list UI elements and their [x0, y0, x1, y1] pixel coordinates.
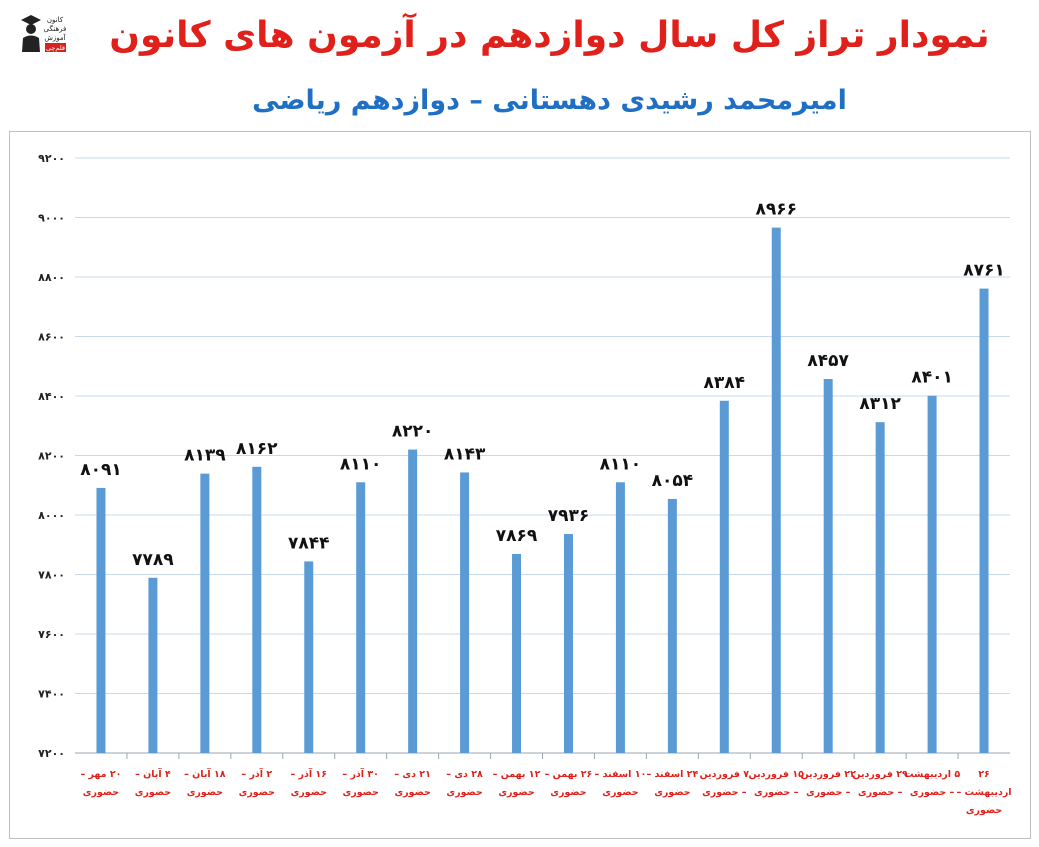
bar [356, 482, 366, 753]
data-label: ۸۳۸۴ [704, 373, 746, 393]
data-label: ۸۰۹۱ [80, 460, 122, 480]
data-label: ۸۲۲۰ [392, 422, 434, 442]
category-label: ۱۶ آذر – [290, 767, 327, 780]
logo-line-4: قلم‌چی [46, 44, 65, 52]
logo-line-2: فرهنگی [44, 24, 67, 33]
graduate-icon [21, 15, 41, 52]
bar [148, 577, 158, 753]
logo-line-1: کانون [47, 16, 64, 24]
bar [252, 466, 262, 753]
data-label: ۷۷۸۹ [132, 550, 174, 570]
y-axis-ticks: ۷۲۰۰ ۷۴۰۰ ۷۶۰۰ ۷۸۰۰ ۸۰۰۰ ۸۲۰۰ ۸۴۰۰ ۸۶۰۰ ۸۸۰۰ ۹۰۰۰… [38, 152, 65, 760]
kanoon-logo: کانون فرهنگی آموزش قلم‌چی [18, 10, 68, 68]
y-tick-label: ۷۴۰۰ [38, 688, 65, 701]
y-tick-label: ۸۸۰۰ [38, 271, 65, 284]
category-label: ۲۲ فروردین [800, 769, 856, 780]
y-tick-label: ۸۰۰۰ [38, 509, 65, 522]
category-label: حضوری [654, 787, 690, 798]
bar [823, 379, 833, 753]
logo-line-3: آموزش [44, 33, 66, 42]
category-label: حضوری [966, 805, 1002, 816]
data-label: ۸۹۶۶ [755, 200, 797, 220]
bar [927, 395, 937, 753]
category-label: ۲۹ فروردین [852, 769, 908, 780]
category-label: اردیبهشت – [956, 787, 1011, 798]
category-label: – حضوری [858, 787, 903, 798]
category-label: ۱۸ آبان – [184, 767, 226, 780]
bar [460, 472, 470, 753]
category-label: حضوری [602, 787, 638, 798]
chart-title: نمودار تراز کل سال دوازدهم در آزمون های … [109, 15, 990, 56]
bar [200, 473, 210, 753]
data-label: ۸۴۰۱ [911, 368, 953, 388]
category-label: حضوری [550, 787, 586, 798]
category-label: – حضوری [754, 787, 799, 798]
bar [719, 400, 729, 753]
category-label: حضوری [187, 787, 223, 798]
category-label: – حضوری [702, 787, 747, 798]
data-labels: ۸۰۹۱ ۷۷۸۹ ۸۱۳۹ ۸۱۶۲ ۷۸۴۴ ۸۱۱۰ ۸۲۲۰ ۸۱۴۳ ۷۸۶۹ ۷۹۳۶… [80, 200, 1005, 570]
data-label: ۸۳۱۲ [859, 394, 901, 414]
category-label: ۱۵ فروردین [749, 769, 805, 780]
y-tick-label: ۸۲۰۰ [38, 450, 65, 463]
y-tick-label: ۸۴۰۰ [38, 390, 65, 403]
data-label: ۸۴۵۷ [807, 351, 849, 371]
bar [304, 561, 314, 753]
category-label: ۲۶ [978, 769, 990, 780]
category-label: حضوری [394, 787, 430, 798]
category-label: ۲۱ دی – [394, 769, 431, 780]
bar [96, 487, 106, 753]
category-label: ۵ اردیبهشت [904, 769, 960, 780]
y-tick-label: ۷۸۰۰ [38, 569, 65, 582]
y-tick-label: ۹۰۰۰ [38, 212, 65, 225]
bar [667, 498, 677, 753]
category-label: ۱۰ اسفند – [595, 769, 647, 780]
y-tick-label: ۷۶۰۰ [38, 628, 65, 641]
category-label: ۲۶ بهمن – [545, 769, 593, 780]
data-label: ۸۱۴۳ [444, 444, 486, 464]
bar [408, 449, 418, 753]
y-tick-label: ۷۲۰۰ [38, 747, 65, 760]
category-label: ۷ فروردین [699, 769, 749, 780]
category-label: ۲۰ مهر – [80, 769, 121, 780]
category-label: ۳۰ آذر – [342, 767, 379, 780]
category-label: حضوری [291, 787, 327, 798]
category-label: – حضوری [806, 787, 851, 798]
category-label: ۲۸ دی – [446, 769, 483, 780]
data-label: ۸۱۳۹ [184, 446, 226, 466]
category-label: – حضوری [910, 787, 955, 798]
chart-subtitle: امیرمحمد رشیدی دهستانی – دوازدهم ریاضی [252, 85, 847, 116]
category-label: ۴ آبان – [135, 767, 171, 780]
category-label: حضوری [446, 787, 482, 798]
category-label: ۲ آذر – [241, 767, 272, 780]
gridlines [75, 157, 1010, 754]
data-label: ۷۹۳۶ [548, 506, 590, 526]
x-axis-categories: ۲۰ مهر – حضوری ۴ آبان – حضوری ۱۸ آبان – حضوری… [80, 753, 1012, 816]
bars [96, 227, 989, 754]
data-label: ۸۷۶۱ [963, 261, 1005, 281]
category-label: ۱۲ بهمن – [493, 769, 541, 780]
bar [563, 534, 573, 753]
data-label: ۸۰۵۴ [652, 471, 694, 491]
bar [615, 482, 625, 753]
data-label: ۸۱۱۰ [340, 454, 382, 474]
category-label: حضوری [135, 787, 171, 798]
bar [512, 553, 522, 753]
data-label: ۸۱۱۰ [600, 454, 642, 474]
category-label: حضوری [83, 787, 119, 798]
bar [771, 227, 781, 754]
category-label: حضوری [498, 787, 534, 798]
chart-area [9, 131, 1031, 839]
category-label: حضوری [343, 787, 379, 798]
category-label: ۲۴ اسفند – [646, 769, 698, 780]
data-label: ۷۸۴۴ [288, 533, 330, 553]
data-label: ۸۱۶۲ [236, 439, 278, 459]
bar [979, 288, 989, 753]
data-label: ۷۸۶۹ [496, 526, 538, 546]
category-label: حضوری [239, 787, 275, 798]
bar [875, 422, 885, 753]
y-tick-label: ۸۶۰۰ [38, 331, 65, 344]
y-tick-label: ۹۲۰۰ [38, 152, 65, 165]
